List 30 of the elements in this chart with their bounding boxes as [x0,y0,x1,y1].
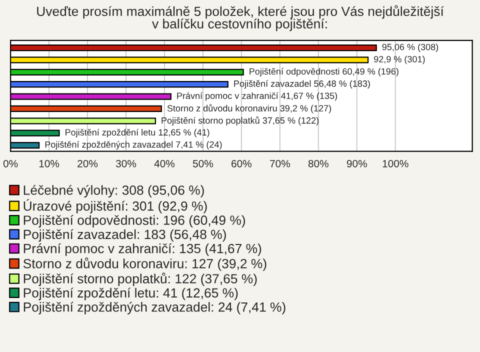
x-tick-label: 50% [192,160,214,168]
legend-label: Právní pomoc v zahraničí: 135 (41,67 %) [24,243,262,256]
data-label: Storno z důvodu koronaviru 39,2 % (127) [167,104,331,114]
data-label: Pojištění odpovědnosti 60,49 % (196) [250,68,398,76]
chart-title: Uveďte prosím maximálně 5 položek, které jsou pro Vás nejdůležitější v balíčku cestovního pojištění: [37,5,444,32]
legend-label: Pojištění storno poplatků: 122 (37,65 %) [24,272,257,286]
x-tick-label: 10% [39,160,60,168]
x-tick-label: 80% [308,160,328,168]
x-tick-label: 60% [232,160,252,168]
data-label: Právní pomoc v zahraničí 41,67 % (135) [177,92,337,101]
x-tick-label: 90% [346,160,367,168]
legend-label: Pojištění zavazadel: 183 (56,48 %) [24,229,226,242]
data-label: 92,9 % (301) [374,56,425,64]
legend-label: Storno z důvodu koronaviru: 127 (39,2 %) [23,258,266,271]
legend-label: Pojištění zpoždění letu: 41 (12,65 %) [24,288,238,300]
data-label: Pojištění zpoždění letu 12,65 % (41) [66,128,210,138]
x-tick-label: 70% [270,160,290,168]
legend-label: Pojištění odpovědnosti: 196 (60,49 %) [24,215,245,228]
x-tick-label: 30% [116,160,136,168]
data-label: Pojištění storno poplatků 37,65 % (122) [162,116,319,126]
data-label: Pojištění zpožděných zavazadel 7,41 % (24) [45,141,222,150]
x-tick-label: 20% [78,160,98,168]
legend-label: Léčebné výlohy: 308 (95,06 %) [24,184,204,198]
x-tick-label: 100% [382,160,408,168]
x-tick-label: 40% [154,160,175,168]
x-tick-label: 0% [3,160,18,168]
legend-label: Úrazové pojištění: 301 (92,9 %) [24,199,207,214]
data-label: Pojištění zavazadel 56,48 % (183) [234,80,370,89]
legend-label: Pojištění zpožděných zavazadel: 24 (7,41 %) [24,302,286,314]
data-label: 95,06 % (308) [382,44,438,52]
